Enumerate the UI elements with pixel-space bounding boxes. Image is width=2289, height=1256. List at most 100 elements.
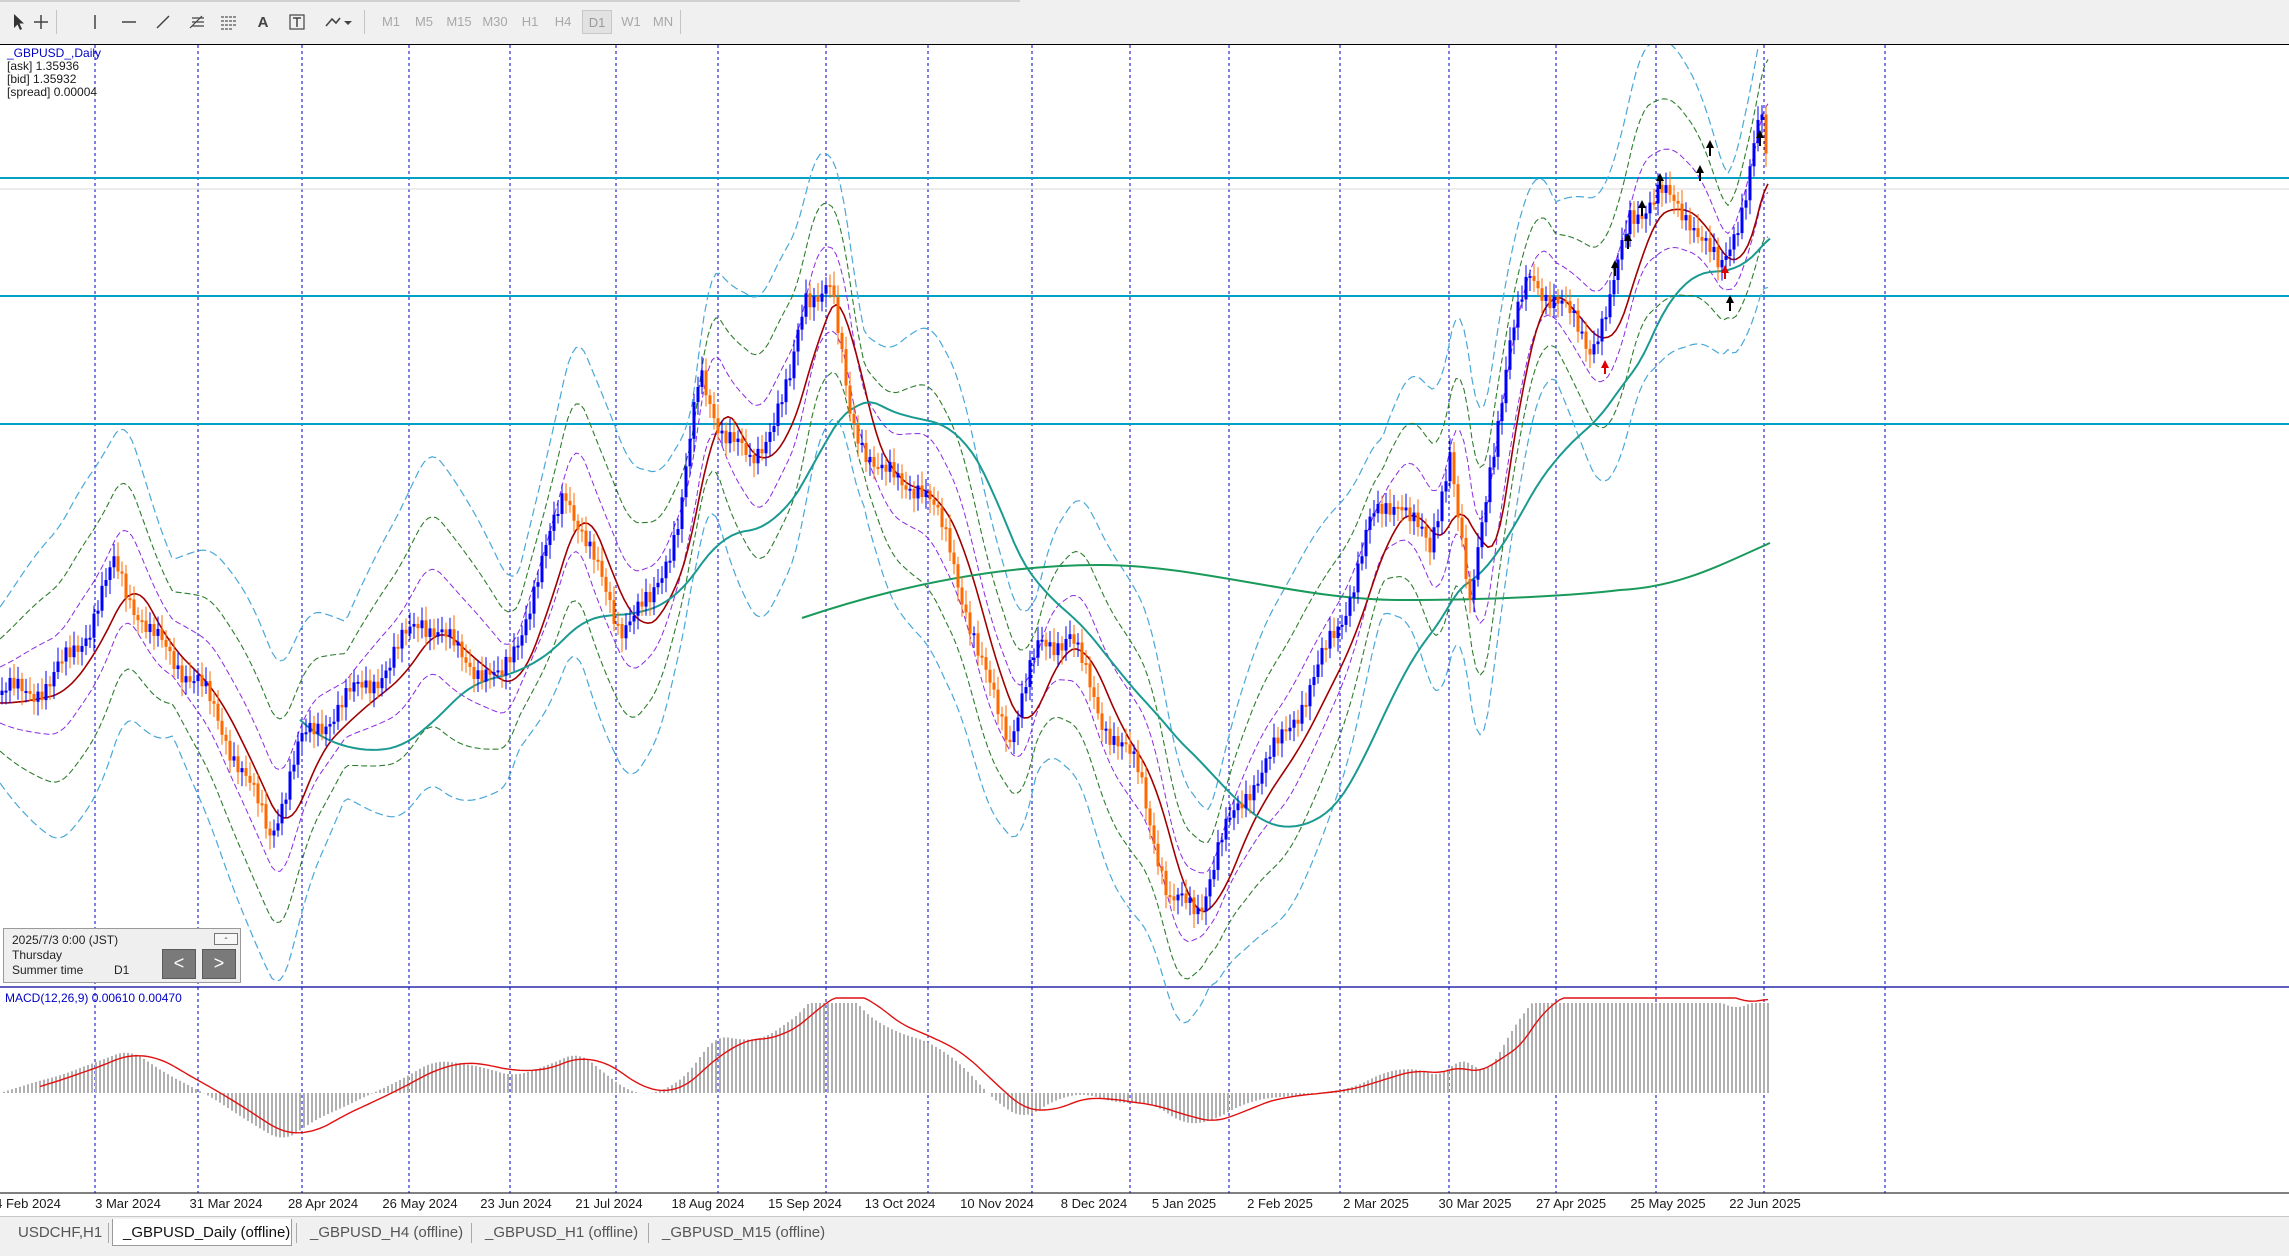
candle-body [1104,728,1108,731]
candle-body [1620,240,1624,260]
date-axis-label: 8 Dec 2024 [1060,1196,1128,1211]
navigator-next-button[interactable]: > [202,949,236,979]
text-icon[interactable]: A [257,13,269,31]
candle-body [1212,869,1216,880]
trendline-icon[interactable] [152,8,174,36]
candle-body [588,541,592,547]
bid-label: [bid] 1.35932 [7,72,77,86]
candle-body [1224,818,1228,840]
candle-body [1688,215,1692,231]
candle-body [172,651,176,670]
candle-body [1032,657,1036,661]
candle-body [1440,491,1444,522]
candle-body [280,803,284,824]
candle-body [612,600,616,624]
candle-body [1652,202,1656,205]
date-axis-label: 22 Jun 2025 [1729,1196,1801,1211]
candle-body [356,681,360,684]
candle-body [416,623,420,629]
candle-body [1616,259,1620,280]
candle-body [1580,331,1584,334]
chart-tab[interactable]: _GBPUSD_H4 (offline) [310,1224,464,1241]
candle-body [96,610,100,614]
candle-body [1432,527,1436,553]
candle-body [1016,717,1020,732]
candle-body [1232,810,1236,818]
toolbar-separator [56,10,57,34]
fibonacci-icon[interactable] [186,8,208,36]
timeframe-m1-button[interactable]: M1 [381,14,401,29]
candle-body [148,623,152,632]
navigator-prev-button[interactable]: < [162,949,196,979]
candle-body [1400,507,1404,511]
horizontal-line-icon[interactable] [118,8,140,36]
candle-body [236,756,240,773]
candle-body [32,693,36,702]
candle-body [560,493,564,514]
timeframe-w1-button[interactable]: W1 [621,14,641,29]
fibo-levels-icon[interactable] [218,8,240,36]
candle-body [1328,630,1332,649]
candle-body [308,722,312,733]
crosshair-icon[interactable] [30,8,52,36]
band-outer-lower [0,286,1769,1024]
slow-ma-line [299,237,1771,828]
candle-body [212,701,216,704]
toolbar-separator [364,10,365,34]
candle-body [1184,893,1188,903]
chart-tab[interactable]: _GBPUSD_M15 (offline) [662,1224,826,1241]
spread-label: [spread] 0.00004 [7,85,98,99]
candle-body [1124,742,1128,745]
candle-body [1756,119,1760,144]
candle-body [692,402,696,439]
candle-body [956,564,960,588]
candle-body [296,741,300,765]
cursor-icon[interactable] [8,8,30,36]
candle-body [376,681,380,689]
timeframe-h4-button[interactable]: H4 [554,14,572,29]
timeframe-m5-button[interactable]: M5 [414,14,434,29]
chart-tab[interactable]: _GBPUSD_H1 (offline) [485,1224,639,1241]
candle-body [1552,296,1556,309]
candle-body [600,560,604,577]
candle-body [1000,714,1004,717]
date-axis-label: 3 Mar 2024 [95,1196,161,1211]
arrows-icon[interactable] [322,8,354,36]
candle-body [1164,870,1168,896]
candle-body [532,586,536,614]
candle-body [1696,228,1700,238]
timeframe-m15-button[interactable]: M15 [446,14,472,29]
candle-body [492,672,496,675]
navigator-minimize-button[interactable]: - [214,933,238,945]
candle-body [316,723,320,735]
candle-body [628,621,632,626]
candle-body [1296,719,1300,724]
text-label-icon[interactable] [286,8,308,36]
chart-area[interactable] [0,44,2289,1219]
candle-body [1480,522,1484,548]
candle-body [788,378,792,381]
candle-body [1592,344,1596,355]
candle-body [232,756,236,761]
navigator-datetime: 2025/7/3 0:00 (JST) [12,933,119,947]
candle-body [1080,642,1084,663]
timeframe-mn-button[interactable]: MN [652,14,674,29]
candle-body [644,592,648,607]
candle-body [1048,642,1052,647]
timeframe-m30-button[interactable]: M30 [482,14,508,29]
date-axis-label: 25 May 2025 [1630,1196,1706,1211]
candle-body [752,454,756,464]
timeframe-d1-button[interactable]: D1 [582,10,612,34]
candle-body [1488,467,1492,503]
candle-body [1424,526,1428,538]
candle-body [572,505,576,521]
candle-body [80,646,84,652]
candle-body [52,672,56,687]
candle-body [1428,537,1432,553]
candle-body [1452,452,1456,485]
chart-tab[interactable]: _GBPUSD_Daily (offline) [112,1219,292,1246]
chart-tab[interactable]: USDCHF,H1 [18,1224,103,1241]
candle-body [152,623,156,636]
timeframe-h1-button[interactable]: H1 [521,14,539,29]
vertical-line-icon[interactable] [84,8,106,36]
